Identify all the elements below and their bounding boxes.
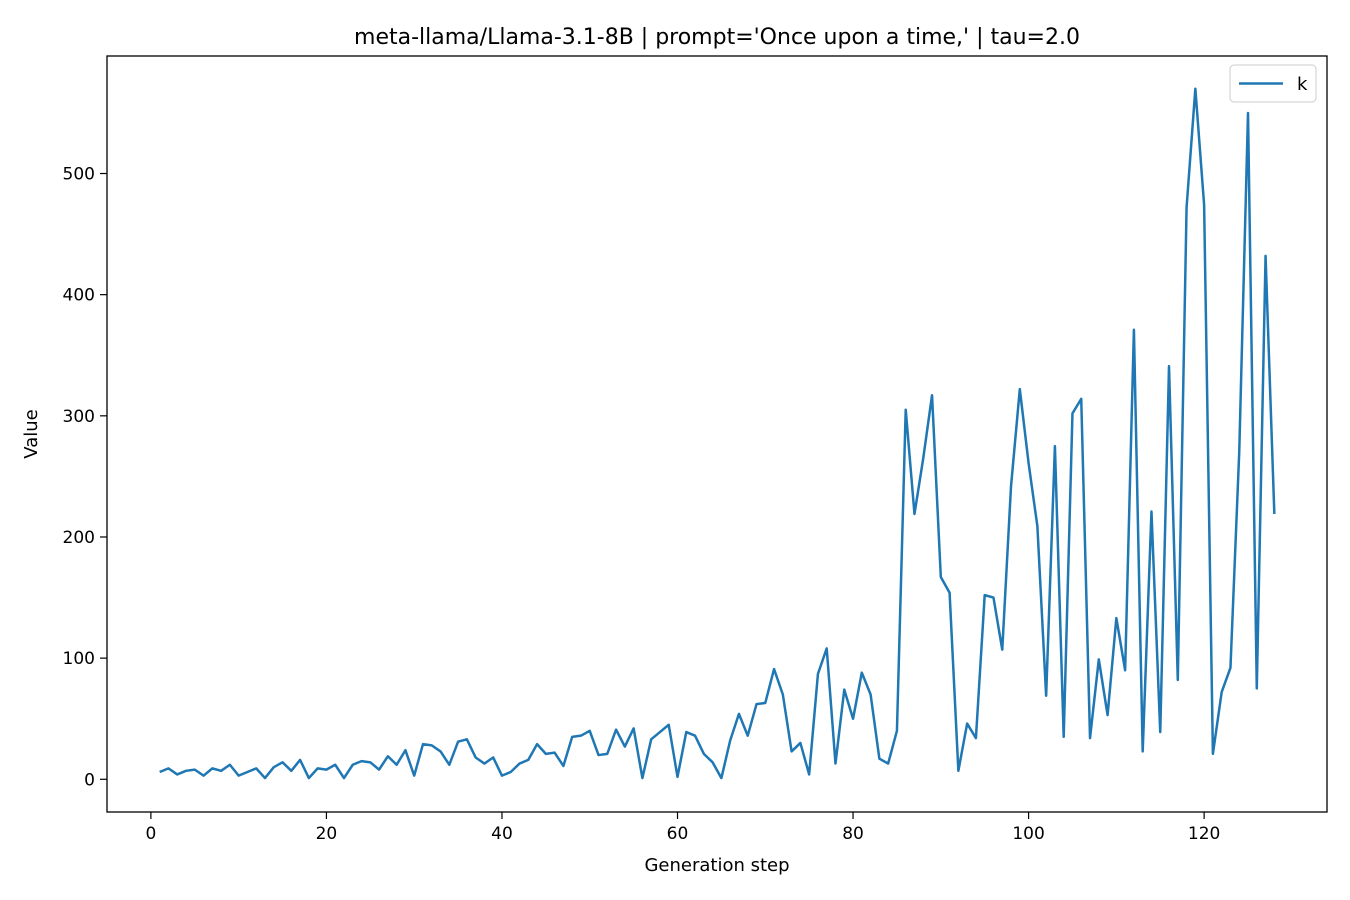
- chart-title: meta-llama/Llama-3.1-8B | prompt='Once u…: [354, 25, 1080, 50]
- y-axis: 0 100 200 300 400 500: [63, 165, 107, 790]
- x-tick-label: 100: [1012, 824, 1044, 844]
- y-tick-label: 500: [63, 165, 95, 185]
- y-tick-label: 300: [63, 407, 95, 427]
- plot-frame: [106, 55, 1328, 813]
- x-tick-label: 80: [842, 824, 864, 844]
- series-line-k: [159, 87, 1276, 780]
- y-tick-label: 200: [63, 528, 95, 548]
- x-axis: 0 20 40 60 80 100 120: [145, 812, 1220, 844]
- series-layer: [159, 87, 1276, 780]
- x-tick-label: 60: [667, 824, 689, 844]
- legend-label-k: k: [1297, 74, 1308, 95]
- x-tick-label: 20: [316, 824, 338, 844]
- x-tick-label: 40: [491, 824, 513, 844]
- x-tick-label: 120: [1188, 824, 1220, 844]
- y-tick-label: 0: [84, 770, 95, 790]
- x-axis-label: Generation step: [644, 855, 789, 876]
- x-tick-label: 0: [145, 824, 156, 844]
- y-axis-label: Value: [21, 409, 42, 458]
- y-tick-label: 100: [63, 649, 95, 669]
- legend: k: [1229, 64, 1317, 103]
- y-tick-label: 400: [63, 286, 95, 306]
